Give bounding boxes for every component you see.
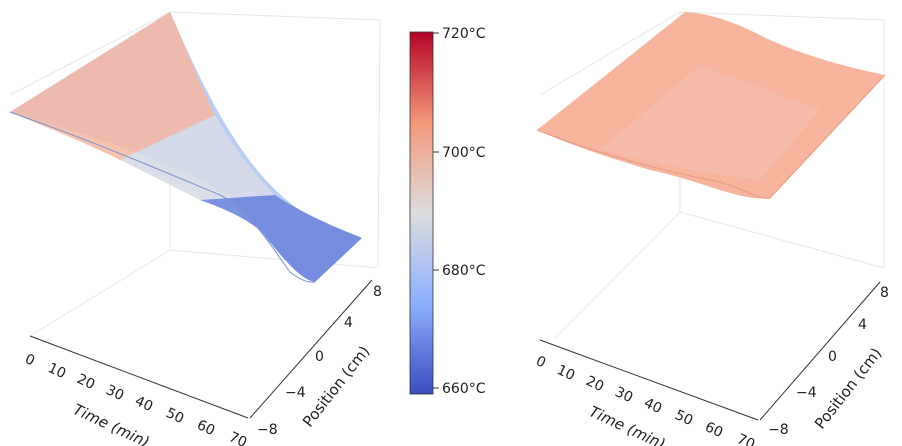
left-surface (9, 12, 362, 283)
left-time-axis: 0 10 20 30 40 50 60 70 Time (min) (22, 335, 249, 446)
colorbar-gradient (409, 31, 434, 395)
left-time-tick: 20 (74, 371, 97, 393)
left-position-axis: −8 −4 0 4 8 Position (cm) (249, 279, 382, 438)
right-position-ticks: −8 −4 0 4 8 (768, 285, 889, 438)
left-position-label: Position (cm) (299, 342, 373, 430)
right-position-tick: 0 (828, 349, 837, 365)
left-time-ticks: 0 10 20 30 40 50 60 70 (22, 351, 249, 446)
left-time-tick: 30 (103, 382, 126, 404)
right-time-tick: 40 (641, 395, 664, 417)
right-time-axis: 0 10 20 30 40 50 60 70 Time (min) (533, 339, 759, 446)
right-surface-shade (600, 65, 820, 180)
colorbar-tick-label: 660°C (442, 381, 486, 397)
right-time-tick: 30 (612, 384, 635, 406)
left-time-tick: 0 (22, 351, 37, 369)
right-time-tick: 20 (583, 373, 606, 395)
right-position-tick: −8 (768, 422, 789, 438)
colorbar-tick-label: 680°C (442, 263, 486, 279)
right-surface-edge (536, 74, 886, 199)
right-position-axis: −8 −4 0 4 8 Position (cm) (759, 281, 889, 438)
right-position-label: Position (cm) (811, 344, 885, 432)
right-time-tick: 70 (734, 431, 757, 446)
left-time-tick: 40 (132, 393, 155, 415)
left-position-ticks: −8 −4 0 4 8 (257, 284, 382, 438)
colorbar: 720°C 700°C 680°C 660°C (409, 26, 486, 397)
left-surface-plot: 0 10 20 30 40 50 60 70 Time (min) −8 −4 … (9, 11, 382, 446)
left-surface-mid (120, 115, 275, 200)
left-surface-edge (9, 111, 316, 283)
right-surface-plot: 0 10 20 30 40 50 60 70 Time (min) −8 −4 … (533, 11, 889, 446)
right-position-tick: 4 (858, 317, 867, 333)
left-position-tick: −8 (257, 422, 278, 438)
right-position-tick: 8 (880, 285, 889, 301)
left-position-tick: 4 (344, 315, 353, 331)
left-surface-cool (200, 195, 362, 282)
colorbar-ticks: 720°C 700°C 680°C 660°C (433, 26, 486, 397)
colorbar-tick-label: 700°C (442, 145, 486, 161)
right-surface (536, 12, 886, 199)
right-time-tick: 60 (702, 419, 725, 441)
left-time-tick: 50 (163, 405, 186, 427)
right-position-tick: −4 (796, 385, 817, 401)
left-position-tick: −4 (285, 385, 306, 401)
left-time-tick: 60 (194, 417, 217, 439)
left-position-tick: 0 (315, 349, 324, 365)
right-time-tick: 50 (672, 407, 695, 429)
left-surface-warm (10, 12, 215, 160)
right-time-tick: 10 (554, 362, 577, 384)
left-time-tick: 10 (45, 360, 68, 382)
right-pane-lines (539, 11, 885, 339)
colorbar-tick-label: 720°C (442, 26, 486, 42)
left-position-tick: 8 (373, 284, 382, 300)
left-time-tick: 70 (226, 429, 249, 446)
right-time-tick: 0 (533, 353, 548, 371)
